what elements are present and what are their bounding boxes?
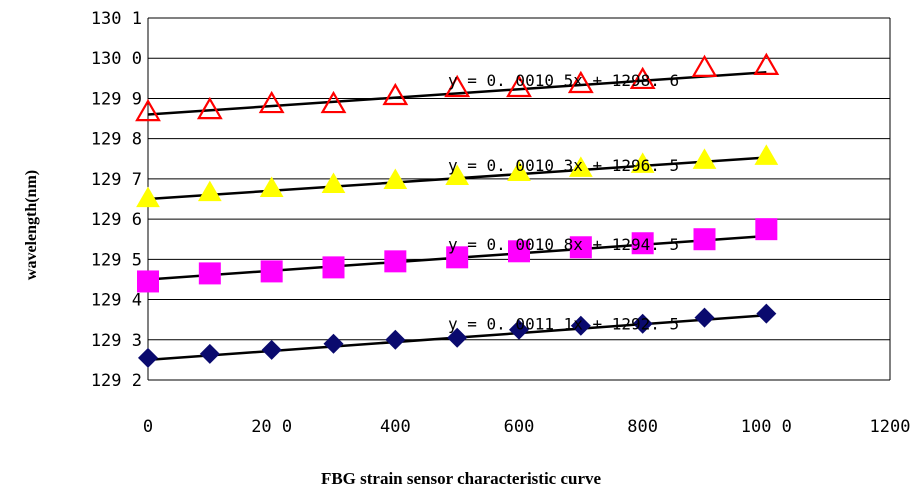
diamond-marker bbox=[138, 347, 158, 368]
square-marker bbox=[260, 260, 283, 283]
square-marker bbox=[693, 228, 716, 251]
triangle-marker bbox=[506, 74, 532, 98]
triangle-marker bbox=[135, 98, 161, 122]
trendline-equation: y = 0. 0010 8x + 1294. 5 bbox=[448, 235, 679, 254]
y-tick-label: 129 6 bbox=[91, 210, 142, 230]
trendline-equation: y = 0. 0011 1x + 1292. 5 bbox=[448, 315, 679, 334]
triangle-marker bbox=[629, 66, 656, 90]
diamond-marker bbox=[509, 319, 529, 340]
y-tick-label: 130 1 bbox=[91, 9, 142, 29]
triangle-marker bbox=[382, 82, 409, 106]
data-points bbox=[135, 52, 780, 368]
diamond-marker bbox=[385, 329, 406, 350]
y-tick-label: 129 3 bbox=[91, 331, 142, 351]
triangle-marker bbox=[196, 96, 223, 120]
square-marker bbox=[384, 250, 407, 273]
y-tick-label: 129 9 bbox=[91, 89, 142, 109]
square-marker bbox=[569, 236, 592, 259]
triangle-marker bbox=[568, 156, 593, 177]
triangle-marker bbox=[136, 186, 160, 208]
trendline-equation: y = 0. 0010 3x + 1296. 5 bbox=[448, 156, 679, 175]
square-marker bbox=[322, 256, 345, 279]
square-marker bbox=[137, 270, 159, 293]
triangle-marker bbox=[259, 176, 284, 198]
x-tick-label: 800 bbox=[627, 417, 658, 437]
triangle-marker bbox=[444, 74, 471, 98]
x-axis-label: FBG strain sensor characteristic curve bbox=[321, 469, 602, 488]
y-tick-label: 129 7 bbox=[91, 170, 142, 190]
triangle-marker bbox=[507, 160, 531, 181]
square-marker bbox=[446, 246, 469, 269]
diamond-marker bbox=[447, 327, 468, 348]
trendline-equations: y = 0. 0010 5x + 1298. 6 y = 0. 0010 3x +… bbox=[448, 71, 679, 334]
triangle-marker bbox=[258, 90, 285, 114]
square-marker bbox=[198, 262, 221, 285]
x-axis-ticks: 0 20 0 400 600 800 100 0 1200 bbox=[143, 417, 911, 437]
triangle-marker bbox=[692, 148, 717, 169]
triangle-marker bbox=[197, 180, 222, 202]
square-marker bbox=[508, 240, 530, 263]
diamond-marker bbox=[570, 315, 591, 336]
triangle-marker bbox=[445, 164, 470, 185]
diamond-marker bbox=[756, 303, 777, 324]
triangle-marker bbox=[754, 144, 779, 165]
diamond-marker bbox=[199, 343, 220, 364]
y-axis-label: wavelength(nm) bbox=[23, 170, 40, 280]
x-tick-label: 0 bbox=[143, 417, 153, 437]
triangle-marker bbox=[630, 152, 655, 173]
x-tick-label: 400 bbox=[380, 417, 411, 437]
triangle-marker bbox=[691, 54, 718, 77]
triangle-marker bbox=[753, 52, 780, 75]
triangle-marker bbox=[321, 172, 346, 194]
y-tick-label: 130 0 bbox=[91, 49, 142, 69]
x-tick-label: 100 0 bbox=[741, 417, 792, 437]
y-tick-label: 129 8 bbox=[91, 130, 142, 150]
square-marker bbox=[755, 218, 778, 241]
x-tick-label: 600 bbox=[504, 417, 535, 437]
trendline-equation: y = 0. 0010 5x + 1298. 6 bbox=[448, 71, 679, 90]
diamond-marker bbox=[632, 313, 653, 334]
diamond-marker bbox=[323, 333, 344, 354]
y-tick-label: 129 2 bbox=[91, 371, 142, 391]
trendline bbox=[147, 71, 767, 116]
diamond-marker bbox=[694, 307, 715, 328]
y-tick-label: 129 5 bbox=[91, 250, 142, 270]
x-tick-label: 20 0 bbox=[251, 417, 292, 437]
y-tick-label: 129 4 bbox=[91, 291, 142, 311]
x-tick-label: 1200 bbox=[870, 417, 911, 437]
triangle-marker bbox=[567, 70, 594, 94]
diamond-marker bbox=[261, 339, 282, 360]
triangle-marker bbox=[320, 90, 347, 114]
triangle-marker bbox=[383, 168, 408, 189]
y-axis-ticks: 129 2 129 3 129 4 129 5 129 6 129 7 129 8 129 9… bbox=[91, 9, 142, 391]
square-marker bbox=[631, 232, 654, 255]
